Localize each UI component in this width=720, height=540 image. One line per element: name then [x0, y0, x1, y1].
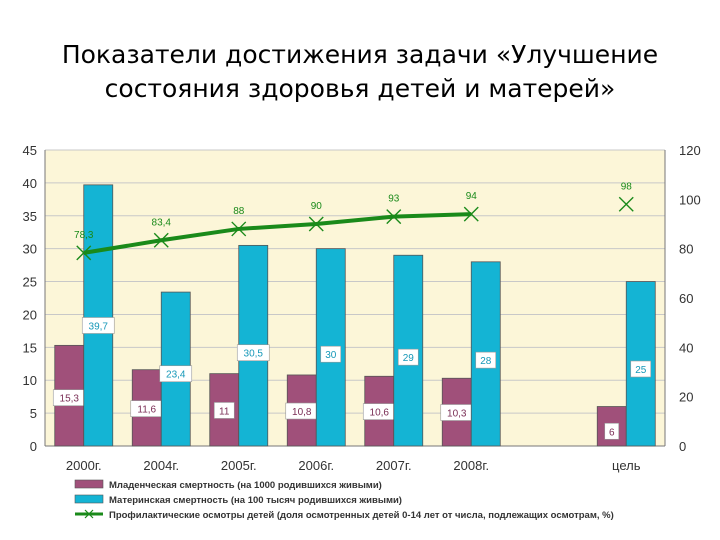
legend-label: Материнская смертность (на 100 тысяч род…: [109, 495, 402, 506]
x-tick-label: 2007г.: [376, 458, 412, 473]
data-label: 15,3: [60, 394, 80, 405]
y-right-tick-label: 60: [679, 291, 693, 306]
x-tick-label: 2004г.: [143, 458, 179, 473]
y-left-tick-label: 30: [23, 242, 37, 257]
y-right-tick-label: 0: [679, 439, 686, 454]
x-tick-label: 2005г.: [221, 458, 257, 473]
legend-label: Младенческая смертность (на 1000 родивши…: [109, 480, 382, 491]
data-label: 25: [635, 365, 647, 376]
x-tick-label: 2008г.: [453, 458, 489, 473]
x-tick-label: 2006г.: [298, 458, 334, 473]
y-right-tick-label: 120: [679, 143, 701, 158]
line-data-label: 90: [311, 201, 323, 212]
line-marker: [308, 216, 324, 232]
legend-label: Профилактические осмотры детей (доля осм…: [109, 510, 614, 521]
y-right-tick-label: 100: [679, 192, 701, 207]
data-label-box: [81, 317, 115, 334]
line-data-label: 98: [621, 181, 633, 192]
x-tick-label: цель: [612, 458, 641, 473]
line-marker: [76, 245, 92, 261]
y-left-tick-label: 40: [23, 176, 37, 191]
data-label-box: [320, 345, 342, 363]
data-label-box: [604, 422, 620, 440]
data-label: 28: [480, 356, 492, 367]
x-tick-label: 2000г.: [66, 458, 102, 473]
line-marker: [231, 221, 247, 237]
line-data-label: 88: [233, 206, 245, 217]
legend-swatch: [74, 479, 104, 489]
data-label: 11: [219, 406, 230, 417]
line-marker: [618, 196, 634, 212]
chart-title: Показатели достижения задачи «Улучшение …: [0, 38, 720, 106]
data-label-box: [630, 360, 652, 378]
y-right-tick-label: 40: [679, 340, 693, 355]
data-label-box: [159, 365, 193, 383]
bar: [83, 184, 114, 447]
y-left-tick-label: 0: [30, 439, 37, 454]
line-data-label: 83,4: [152, 217, 172, 228]
title-line-1: Показатели достижения задачи «Улучшение: [61, 40, 659, 69]
data-label-box: [236, 344, 270, 362]
line-series: [83, 212, 472, 255]
data-label: 23,4: [166, 370, 186, 381]
data-label-box: [397, 348, 419, 366]
title-line-2: состояния здоровья детей и матерей»: [104, 74, 616, 103]
data-label: 11,6: [137, 405, 156, 416]
line-marker: [386, 209, 402, 225]
data-label: 10,6: [370, 408, 390, 419]
y-left-tick-label: 5: [30, 406, 37, 421]
y-left-tick-label: 45: [23, 143, 37, 158]
line-data-label: 78,3: [74, 230, 94, 241]
y-left-tick-label: 25: [23, 275, 37, 290]
data-label: 10,8: [292, 407, 312, 418]
y-left-tick-label: 35: [23, 209, 37, 224]
y-left-tick-label: 10: [23, 373, 37, 388]
data-label: 39,7: [89, 321, 109, 332]
y-right-tick-label: 80: [679, 242, 693, 257]
data-label: 30,5: [244, 349, 264, 360]
y-right-tick-label: 20: [679, 390, 693, 405]
legend-marker: [84, 509, 94, 519]
y-left-tick-label: 15: [23, 340, 37, 355]
data-label: 29: [403, 353, 415, 364]
y-left-tick-label: 20: [23, 307, 37, 322]
data-label-box: [213, 402, 235, 419]
data-label: 10,3: [447, 409, 467, 420]
data-label: 30: [325, 350, 337, 361]
line-marker: [153, 232, 169, 248]
data-label: 6: [609, 427, 615, 438]
line-marker: [463, 206, 479, 222]
legend-swatch: [74, 494, 104, 504]
data-label-box: [475, 351, 497, 369]
line-data-label: 93: [388, 194, 400, 205]
line-data-label: 94: [466, 191, 478, 202]
